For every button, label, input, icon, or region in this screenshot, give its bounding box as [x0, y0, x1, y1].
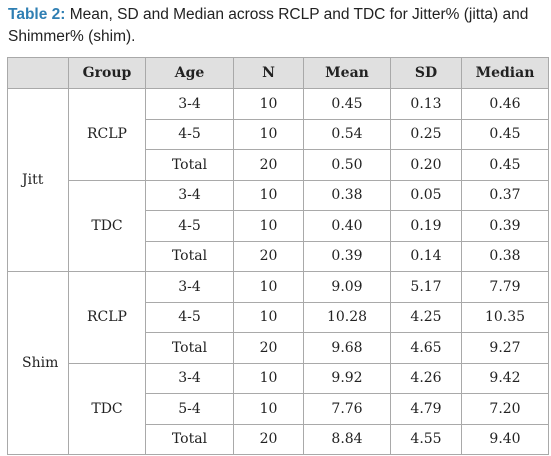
group-cell-tdc: TDC [68, 179, 146, 272]
median-cell: 9.27 [461, 332, 549, 364]
header-n: N [233, 57, 304, 89]
group-cell-tdc: TDC [68, 362, 146, 455]
table-row: 4-5 10 0.40 0.19 0.39 [8, 210, 549, 242]
group-cell-rclp: RCLP [68, 88, 146, 181]
parameter-cell-jitt: Jitt [7, 88, 69, 272]
age-cell: 3-4 [145, 362, 234, 394]
mean-cell: 10.28 [303, 301, 391, 333]
mean-cell: 0.39 [303, 240, 391, 272]
median-cell: 9.40 [461, 423, 549, 455]
sd-cell: 0.05 [390, 179, 462, 211]
caption-text: Mean, SD and Median across RCLP and TDC … [8, 6, 529, 45]
sd-cell: 0.19 [390, 210, 462, 242]
age-cell: Total [145, 149, 234, 181]
n-cell: 20 [233, 149, 304, 181]
mean-cell: 0.38 [303, 179, 391, 211]
table-row: 4-5 10 10.28 4.25 10.35 [8, 301, 549, 333]
n-cell: 10 [233, 271, 304, 303]
n-cell: 10 [233, 362, 304, 394]
table-row: 4-5 10 0.54 0.25 0.45 [8, 118, 549, 150]
header-empty-cell [7, 57, 69, 89]
table-row: Total 20 0.50 0.20 0.45 [8, 149, 549, 181]
median-cell: 0.45 [461, 149, 549, 181]
age-cell: 4-5 [145, 301, 234, 333]
sd-cell: 4.26 [390, 362, 462, 394]
sd-cell: 0.13 [390, 88, 462, 120]
n-cell: 20 [233, 332, 304, 364]
mean-cell: 0.45 [303, 88, 391, 120]
sd-cell: 0.25 [390, 118, 462, 150]
mean-cell: 9.09 [303, 271, 391, 303]
sd-cell: 4.65 [390, 332, 462, 364]
age-cell: 4-5 [145, 118, 234, 150]
group-cell-rclp: RCLP [68, 271, 146, 364]
n-cell: 10 [233, 301, 304, 333]
age-cell: Total [145, 423, 234, 455]
table-row: Total 20 9.68 4.65 9.27 [8, 332, 549, 364]
mean-cell: 0.54 [303, 118, 391, 150]
mean-cell: 0.40 [303, 210, 391, 242]
median-cell: 7.79 [461, 271, 549, 303]
median-cell: 0.37 [461, 179, 549, 211]
table-row: TDC 3-4 10 0.38 0.05 0.37 [8, 179, 549, 272]
sd-cell: 4.25 [390, 301, 462, 333]
median-cell: 0.39 [461, 210, 549, 242]
parameter-cell-shim: Shim [7, 271, 69, 455]
age-cell: 4-5 [145, 210, 234, 242]
n-cell: 20 [233, 423, 304, 455]
median-cell: 10.35 [461, 301, 549, 333]
n-cell: 10 [233, 210, 304, 242]
median-cell: 9.42 [461, 362, 549, 394]
mean-cell: 9.68 [303, 332, 391, 364]
sd-cell: 5.17 [390, 271, 462, 303]
header-group: Group [68, 57, 146, 89]
sd-cell: 0.14 [390, 240, 462, 272]
header-sd: SD [390, 57, 462, 89]
sd-cell: 0.20 [390, 149, 462, 181]
n-cell: 10 [233, 179, 304, 211]
age-cell: 3-4 [145, 271, 234, 303]
age-cell: 3-4 [145, 88, 234, 120]
n-cell: 20 [233, 240, 304, 272]
mean-cell: 8.84 [303, 423, 391, 455]
n-cell: 10 [233, 88, 304, 120]
age-cell: 5-4 [145, 393, 234, 425]
mean-cell: 7.76 [303, 393, 391, 425]
age-cell: Total [145, 240, 234, 272]
age-cell: Total [145, 332, 234, 364]
table-caption: Table 2: Mean, SD and Median across RCLP… [8, 4, 548, 48]
median-cell: 0.46 [461, 88, 549, 120]
header-age: Age [145, 57, 234, 89]
sd-cell: 4.55 [390, 423, 462, 455]
mean-cell: 0.50 [303, 149, 391, 181]
table-row: TDC 3-4 10 9.92 4.26 9.42 [8, 362, 549, 455]
caption-label: Table 2: [8, 6, 66, 23]
median-cell: 7.20 [461, 393, 549, 425]
header-median: Median [461, 57, 549, 89]
age-cell: 3-4 [145, 179, 234, 211]
sd-cell: 4.79 [390, 393, 462, 425]
header-row: Group Age N Mean SD Median [7, 57, 549, 89]
table-row: Jitt RCLP 3-4 10 0.45 0.13 0.46 [7, 88, 549, 272]
results-table: Group Age N Mean SD Median Jitt RCLP 3-4… [7, 57, 549, 455]
table-row: Total 20 0.39 0.14 0.38 [8, 240, 549, 272]
header-mean: Mean [303, 57, 391, 89]
table-row: Total 20 8.84 4.55 9.40 [8, 423, 549, 455]
median-cell: 0.45 [461, 118, 549, 150]
mean-cell: 9.92 [303, 362, 391, 394]
median-cell: 0.38 [461, 240, 549, 272]
n-cell: 10 [233, 393, 304, 425]
n-cell: 10 [233, 118, 304, 150]
table-row: Shim RCLP 3-4 10 9.09 5.17 7.79 [7, 271, 549, 455]
